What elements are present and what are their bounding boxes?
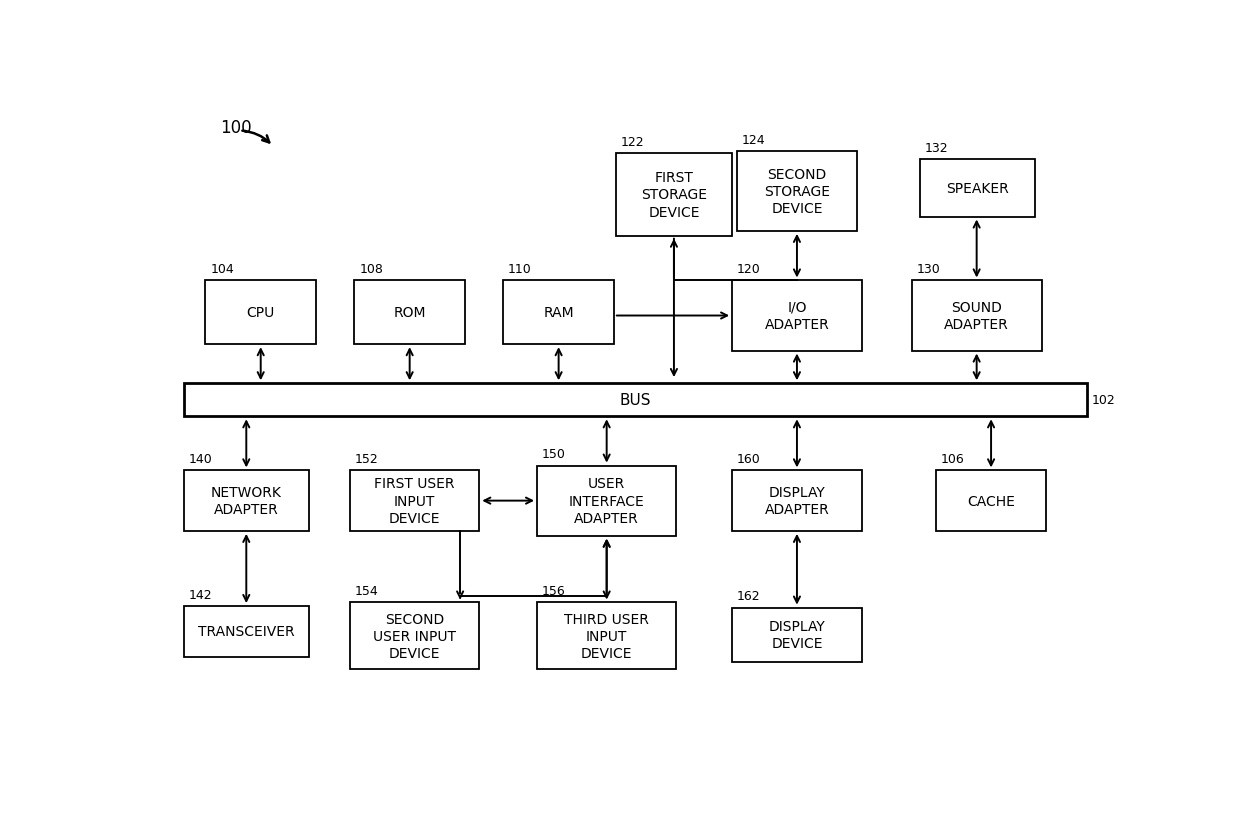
Text: SPEAKER: SPEAKER [946,181,1009,195]
Bar [732,281,862,351]
Bar [920,160,1035,217]
Bar [936,471,1047,532]
Bar [503,281,614,344]
Text: 102: 102 [1092,394,1116,407]
Bar [184,383,1087,416]
Text: 108: 108 [360,263,383,276]
Text: BUS: BUS [620,392,651,407]
Text: 130: 130 [916,263,940,276]
Text: NETWORK
ADAPTER: NETWORK ADAPTER [211,485,281,517]
Text: SECOND
STORAGE
DEVICE: SECOND STORAGE DEVICE [764,167,830,216]
Text: DISPLAY
ADAPTER: DISPLAY ADAPTER [765,485,830,517]
Bar [184,606,309,657]
Text: 106: 106 [941,453,965,465]
Text: 160: 160 [737,453,760,465]
Text: 156: 156 [542,585,565,598]
Text: SECOND
USER INPUT
DEVICE: SECOND USER INPUT DEVICE [373,612,456,661]
Text: 110: 110 [508,263,532,276]
Text: THIRD USER
INPUT
DEVICE: THIRD USER INPUT DEVICE [564,612,649,661]
Text: CACHE: CACHE [967,494,1016,508]
Text: FIRST USER
INPUT
DEVICE: FIRST USER INPUT DEVICE [374,477,455,525]
Text: 154: 154 [355,585,378,598]
Bar [616,153,732,237]
Text: 122: 122 [621,136,645,148]
Bar [184,471,309,532]
Bar [537,603,676,670]
Text: RAM: RAM [543,306,574,320]
Text: 152: 152 [355,453,378,465]
Text: 142: 142 [188,588,212,601]
Bar [350,603,480,670]
Text: 140: 140 [188,453,212,465]
Bar [732,608,862,662]
Bar [206,281,316,344]
Text: 104: 104 [211,263,234,276]
Text: TRANSCEIVER: TRANSCEIVER [198,625,295,638]
Text: 124: 124 [742,134,765,147]
Text: 120: 120 [737,263,760,276]
Text: I/O
ADAPTER: I/O ADAPTER [765,301,830,332]
Bar [355,281,465,344]
Bar [732,471,862,532]
Text: USER
INTERFACE
ADAPTER: USER INTERFACE ADAPTER [569,477,645,525]
Text: ROM: ROM [393,306,425,320]
Text: 100: 100 [221,119,252,137]
Text: FIRST
STORAGE
DEVICE: FIRST STORAGE DEVICE [641,171,707,219]
Bar [350,471,480,532]
Text: 132: 132 [925,142,949,155]
Bar [537,466,676,536]
Text: SOUND
ADAPTER: SOUND ADAPTER [945,301,1009,332]
Bar [737,152,857,232]
Text: CPU: CPU [247,306,275,320]
Bar [911,281,1042,351]
Text: 150: 150 [542,448,565,461]
Text: DISPLAY
DEVICE: DISPLAY DEVICE [769,619,826,651]
Text: 162: 162 [737,590,760,603]
